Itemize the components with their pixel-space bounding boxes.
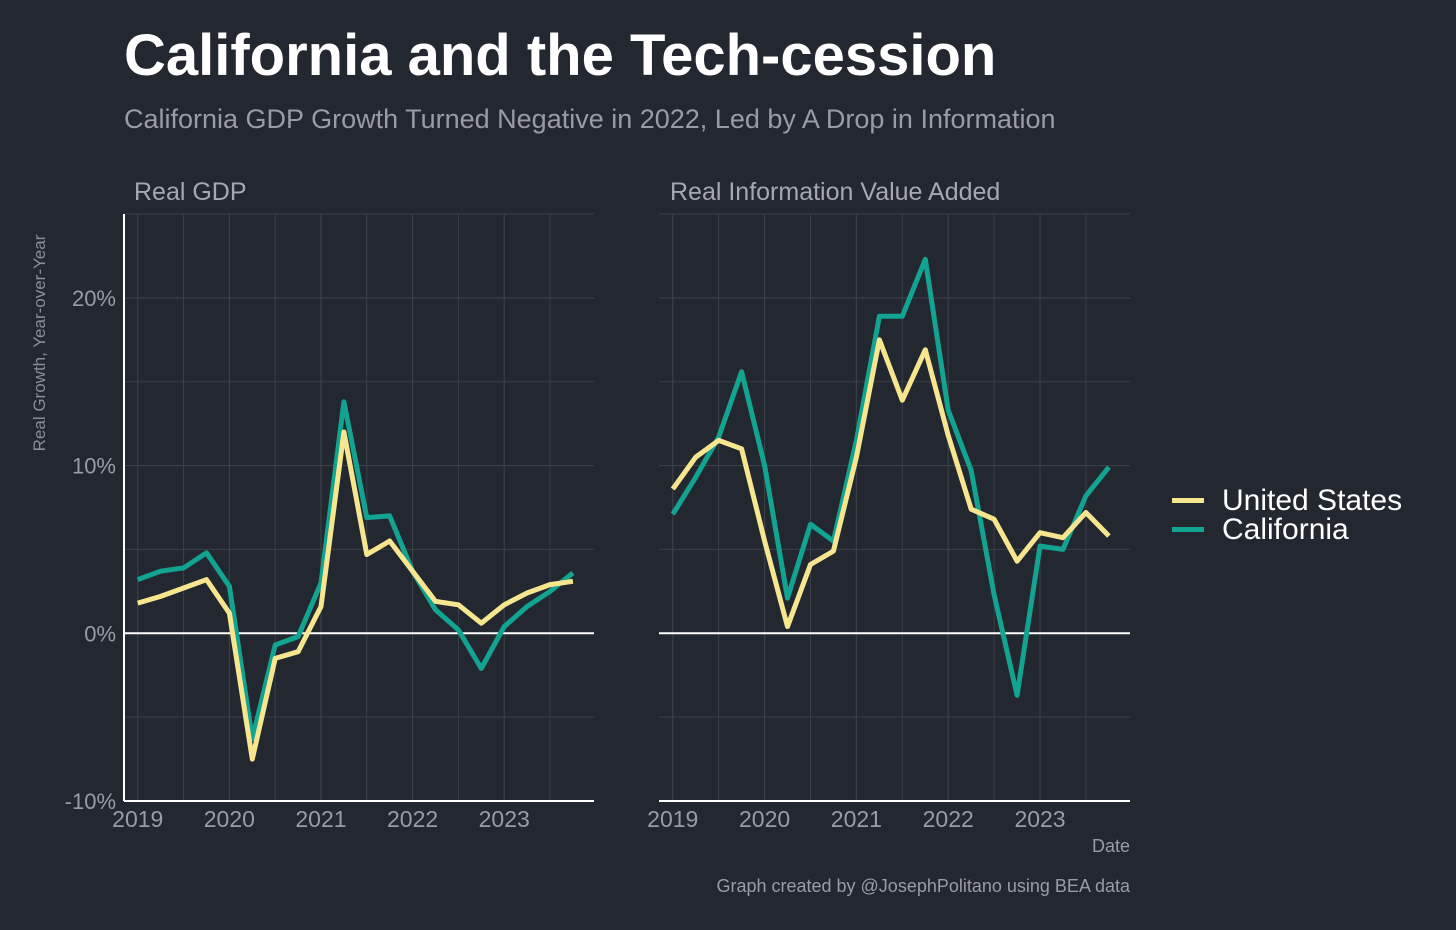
x-tick-label: 2020 (204, 806, 255, 832)
y-tick-label: 10% (72, 454, 116, 479)
series-line-united-states (670, 337, 1111, 630)
legend-item-united-states: United States (1172, 483, 1403, 517)
legend-label-california: California (1222, 512, 1349, 546)
series-line-united-states (136, 429, 574, 762)
x-tick-label: 2022 (387, 806, 438, 832)
series-line-california (670, 256, 1111, 698)
source-caption: Graph created by @JosephPolitano using B… (716, 876, 1130, 896)
y-tick-label: 20% (72, 286, 116, 311)
legend-item-california: California (1172, 512, 1402, 546)
y-tick-label: -10% (65, 789, 116, 814)
series-line-california (136, 399, 575, 742)
x-tick-label: 2021 (831, 806, 882, 832)
panel-title-information: Real Information Value Added (670, 178, 1001, 206)
x-tick-label: 2020 (739, 806, 790, 832)
legend-swatch-california (1172, 527, 1204, 532)
legend: United States California (1172, 483, 1403, 546)
x-tick-label: 2023 (479, 806, 530, 832)
x-tick-label: 2022 (923, 806, 974, 832)
x-tick-label: 2021 (295, 806, 346, 832)
legend-swatch-united-states (1172, 498, 1204, 503)
panel-1: 2019 2020 2021 2022 2023 (647, 213, 1130, 832)
x-tick-label: 2019 (647, 806, 698, 832)
x-tick-label: 2023 (1014, 806, 1065, 832)
legend-label-united-states: United States (1222, 483, 1403, 517)
x-axis-label: Date (1091, 836, 1130, 856)
y-tick-label: 0% (84, 621, 116, 646)
panel-0: -10% 0% 10% 20% 2019 2020 2021 2022 2023 (65, 213, 594, 832)
chart-title: California and the Tech-cession (124, 23, 997, 88)
x-tick-label: 2019 (112, 806, 163, 832)
chart-subtitle: California GDP Growth Turned Negative in… (124, 104, 1056, 134)
panel-title-real-gdp: Real GDP (134, 178, 247, 206)
